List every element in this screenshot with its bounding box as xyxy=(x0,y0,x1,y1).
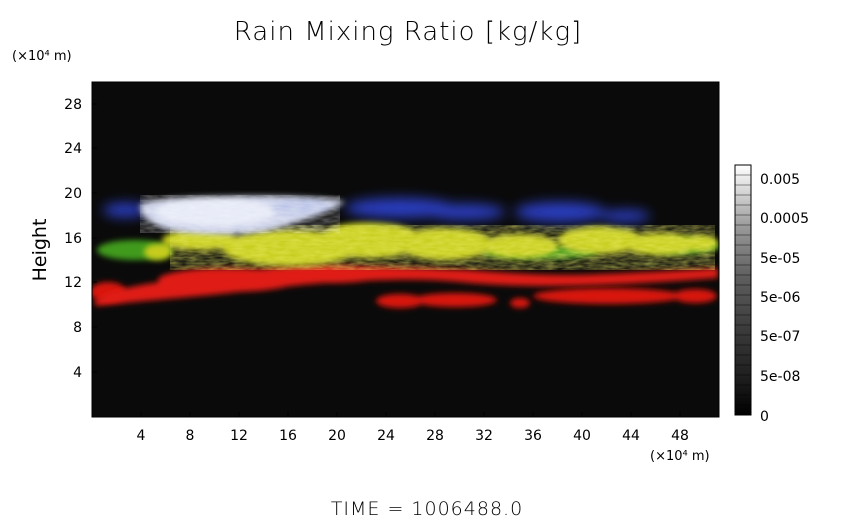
y-tick-label: 24 xyxy=(64,141,82,157)
white-texture xyxy=(140,195,340,233)
x-tick-label: 28 xyxy=(426,428,444,444)
y-tick-label: 20 xyxy=(64,186,82,202)
colorbar: 0 5e-08 5e-07 5e-06 5e-05 0.0005 0.005 xyxy=(734,164,809,425)
colorbar-label: 5e-06 xyxy=(760,290,800,306)
y-tick-label: 4 xyxy=(73,365,82,381)
x-tick-label: 48 xyxy=(671,428,689,444)
colorbar-label: 5e-07 xyxy=(760,329,800,345)
colorbar-label: 5e-05 xyxy=(760,251,800,267)
blue-rain-layer xyxy=(103,198,650,222)
y-tick-label: 28 xyxy=(64,97,82,113)
y-tick-label: 8 xyxy=(73,320,82,336)
colorbar-label: 0.005 xyxy=(760,172,800,188)
x-tick-label: 4 xyxy=(137,428,146,444)
x-tick-label: 32 xyxy=(475,428,493,444)
y-axis-label: Height xyxy=(29,219,51,282)
y-tick-label: 16 xyxy=(64,231,82,247)
chart-title: Rain Mixing Ratio [kg/kg] xyxy=(234,17,582,47)
x-tick-label: 40 xyxy=(573,428,591,444)
x-tick-label: 8 xyxy=(186,428,195,444)
x-tick-label: 24 xyxy=(377,428,395,444)
colorbar-bands xyxy=(735,174,751,406)
x-tick-label: 36 xyxy=(524,428,542,444)
x-axis-unit: (×10⁴ m) xyxy=(650,449,710,464)
colorbar-label: 5e-08 xyxy=(760,369,800,385)
y-axis: 4 8 12 16 20 24 28 xyxy=(64,97,97,381)
plot-frame xyxy=(91,81,720,418)
colorbar-label: 0 xyxy=(760,409,769,425)
y-axis-unit: (×10⁴ m) xyxy=(12,49,72,64)
x-tick-label: 20 xyxy=(328,428,346,444)
x-axis: 4 8 12 16 20 24 28 32 36 40 44 48 xyxy=(137,412,689,444)
x-tick-label: 12 xyxy=(230,428,248,444)
x-tick-label: 44 xyxy=(622,428,640,444)
colorbar-gradient xyxy=(734,164,752,416)
colorbar-label: 0.0005 xyxy=(760,211,809,227)
time-label: TIME = 1006488.0 xyxy=(331,498,523,519)
y-tick-label: 12 xyxy=(64,275,82,291)
rain-field-rendering xyxy=(92,195,719,308)
x-tick-label: 16 xyxy=(279,428,297,444)
